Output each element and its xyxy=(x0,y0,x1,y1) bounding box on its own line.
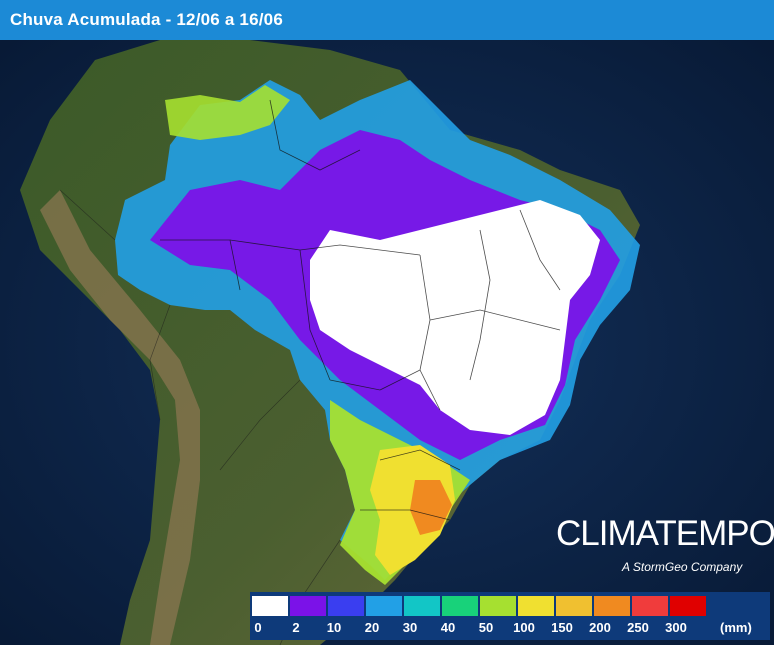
title-bar: Chuva Acumulada - 12/06 a 16/06 xyxy=(0,0,774,40)
rain-zone-200mm xyxy=(410,480,452,535)
rain-zone-0mm xyxy=(310,200,600,435)
legend-labels: 0 2 10 20 30 40 50 100 150 200 250 300 xyxy=(250,620,770,638)
rainfall-legend: 0 2 10 20 30 40 50 100 150 200 250 300 (mm) xyxy=(250,592,770,640)
legend-tick-label: 30 xyxy=(402,620,418,635)
legend-swatch xyxy=(556,596,592,616)
legend-swatch xyxy=(328,596,364,616)
legend-swatch xyxy=(632,596,668,616)
legend-swatch xyxy=(252,596,288,616)
legend-swatch xyxy=(518,596,554,616)
legend-swatches xyxy=(252,596,708,616)
legend-swatch xyxy=(670,596,706,616)
state-boundaries xyxy=(160,99,561,521)
brand-name: CLIMATEMPO xyxy=(556,514,774,553)
legend-tick-label: 0 xyxy=(254,620,262,635)
legend-tick-label: 10 xyxy=(326,620,342,635)
legend-tick-label: 250 xyxy=(627,620,649,635)
page-title: Chuva Acumulada - 12/06 a 16/06 xyxy=(10,10,283,29)
legend-tick-label: 2 xyxy=(292,620,300,635)
legend-tick-label: 50 xyxy=(478,620,494,635)
legend-tick-label: 300 xyxy=(665,620,687,635)
brand-logo: CLIMATEMPO A StormGeo Company xyxy=(556,514,774,580)
legend-unit: (mm) xyxy=(720,620,752,635)
legend-swatch xyxy=(594,596,630,616)
rainfall-overlay xyxy=(115,80,640,585)
legend-tick-label: 20 xyxy=(364,620,380,635)
legend-swatch xyxy=(366,596,402,616)
legend-swatch xyxy=(290,596,326,616)
rain-zone-50mm-north xyxy=(165,85,290,140)
legend-tick-label: 200 xyxy=(589,620,611,635)
legend-swatch xyxy=(480,596,516,616)
andes-mountains xyxy=(40,190,200,645)
brand-tagline: A StormGeo Company xyxy=(622,560,743,574)
legend-tick-label: 150 xyxy=(551,620,573,635)
legend-tick-label: 40 xyxy=(440,620,456,635)
legend-tick-label: 100 xyxy=(513,620,535,635)
legend-swatch xyxy=(404,596,440,616)
rainfall-map xyxy=(0,40,774,645)
legend-swatch xyxy=(442,596,478,616)
